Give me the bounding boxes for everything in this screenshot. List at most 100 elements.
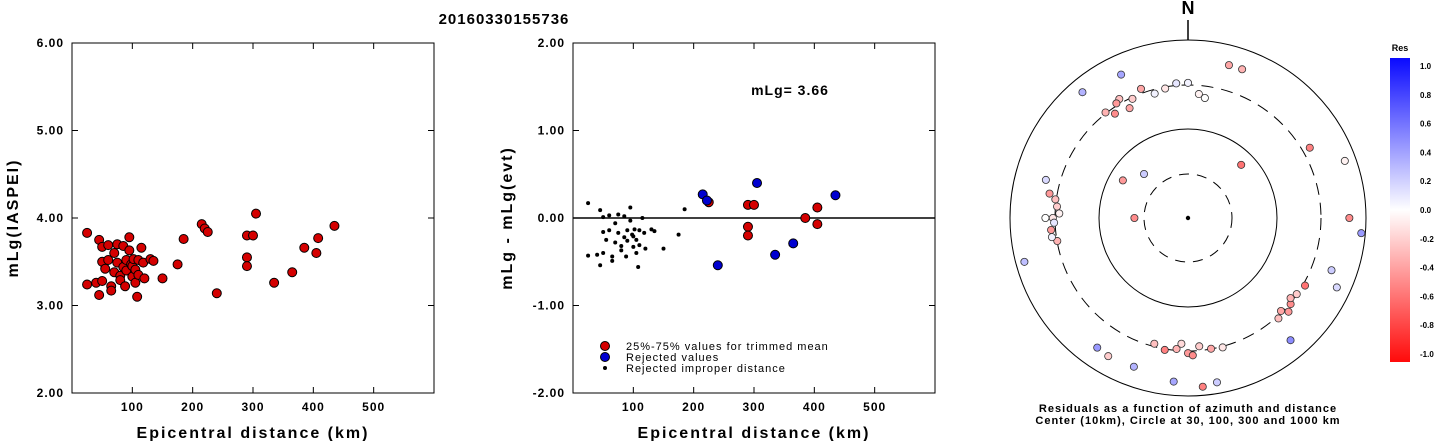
data-point (178, 234, 189, 244)
improper-distance-point (586, 201, 591, 206)
rejected-point (788, 238, 799, 249)
ring-100km (1098, 128, 1278, 308)
y-tick-label: 2.00 (538, 36, 565, 50)
x-tick-label: 100 (622, 400, 645, 414)
figure-title: 20160330155736 (439, 11, 570, 28)
improper-distance-point (625, 228, 630, 233)
rejected-point (701, 195, 712, 206)
improper-distance-point (610, 258, 615, 263)
caption-line-1: Residuals as a function of azimuth and d… (1039, 403, 1337, 415)
x-axis-label: Epicentral distance (km) (137, 425, 370, 441)
residual-vs-distance-plot: -2.00 -1.00 0.00 1.00 2.00 100 200 300 400 500 m… (499, 36, 936, 441)
data-point (211, 288, 222, 299)
data-point (251, 208, 262, 219)
station-residual-point (1237, 160, 1246, 169)
station-residual-point (1207, 344, 1216, 353)
data-point (287, 267, 298, 278)
station-residual-point (1345, 213, 1354, 222)
improper-distance-point (616, 230, 621, 235)
improper-distance-point (631, 244, 636, 249)
colorbar-tick-label: -0.2 (1420, 235, 1434, 244)
data-point (82, 227, 93, 238)
station-residual-point (1101, 108, 1110, 117)
improper-distance-point (622, 235, 627, 240)
legend-marker-improper (603, 366, 607, 370)
station-residual-point (1177, 339, 1186, 348)
y-tick-label: 3.00 (37, 299, 64, 313)
legend: 25%-75% values for trimmed mean Rejected… (600, 341, 829, 375)
data-point (742, 221, 753, 232)
station-residual-point (1020, 257, 1029, 266)
colorbar-tick-label: 1.0 (1420, 62, 1432, 71)
colorbar-title: Res (1392, 43, 1409, 53)
colorbar-gradient (1390, 58, 1410, 362)
station-residual-point (1104, 352, 1113, 361)
station-residual-point (1050, 218, 1059, 227)
station-residual-point (1112, 99, 1121, 108)
data-point (148, 255, 159, 266)
rejected-point (770, 249, 781, 260)
ring-1000km (1009, 39, 1367, 397)
magnitude-vs-distance-plot: 2.00 3.00 4.00 5.00 6.00 100 200 300 400 500 Epi… (5, 36, 435, 441)
legend-label-improper: Rejected improper distance (626, 363, 786, 375)
legend-marker-trimmed (600, 341, 610, 351)
rejected-point (712, 260, 723, 271)
improper-distance-point (616, 212, 621, 217)
improper-distance-point (640, 216, 645, 220)
mlg-annotation: mLg= 3.66 (751, 82, 829, 98)
station-residual-point (1327, 266, 1336, 275)
data-point (313, 233, 324, 244)
y-tick-labels: 2.00 3.00 4.00 5.00 6.00 (37, 36, 434, 400)
data-point (329, 220, 340, 231)
colorbar-tick-label: 0.4 (1420, 148, 1432, 157)
improper-distance-point (624, 254, 629, 259)
station-residual-point (1200, 93, 1209, 102)
colorbar-ticks: 1.0 0.8 0.6 0.4 0.2 0.0 -0.2 -0.4 -0.6 -0.8 -1.0 (1420, 62, 1434, 359)
y-axis-label: mLg(IASPEI) (5, 159, 22, 278)
improper-distance-point (598, 208, 603, 213)
data-point (132, 291, 143, 302)
improper-distance-point (676, 232, 681, 237)
caption-line-2: Center (10km), Circle at 30, 100, 300 an… (1035, 415, 1340, 427)
colorbar-tick-label: 0.2 (1420, 177, 1432, 186)
station-points (1020, 61, 1366, 391)
x-tick-labels: 100 200 300 400 500 (121, 43, 384, 414)
x-tick-label: 300 (742, 400, 765, 414)
improper-distance-point (637, 243, 642, 248)
improper-distance-point (613, 221, 618, 226)
x-axis-label: Epicentral distance (km) (638, 425, 871, 441)
station-residual-point (1188, 351, 1197, 360)
x-tick-label: 200 (181, 400, 204, 414)
x-tick-label: 400 (302, 400, 325, 414)
improper-distance-point (634, 251, 639, 255)
improper-distance-point (607, 228, 612, 233)
station-residual-point (1218, 343, 1227, 352)
data-point (269, 277, 280, 288)
data-point (202, 227, 213, 237)
station-residual-point (1194, 90, 1203, 99)
station-residual-point (1172, 344, 1181, 353)
colorbar-tick-label: -1.0 (1420, 350, 1434, 359)
colorbar-tick-label: 0.8 (1420, 91, 1432, 100)
improper-distance-point (586, 253, 591, 258)
colorbar-tick-label: -0.8 (1420, 321, 1434, 330)
improper-distance-point (636, 265, 641, 269)
x-tick-label: 200 (682, 400, 705, 414)
station-residual-point (1305, 143, 1314, 152)
data-point (109, 248, 120, 258)
colorbar-tick-label: 0.6 (1420, 120, 1432, 129)
station-residual-point (1276, 306, 1285, 315)
improper-distance-point (628, 218, 633, 223)
legend-label-trimmed: 25%-75% values for trimmed mean (626, 341, 829, 353)
plot-frame (71, 42, 435, 394)
station-residual-point (1340, 156, 1349, 165)
data-point (124, 232, 135, 243)
data-point (124, 245, 135, 256)
data-point (82, 279, 93, 290)
improper-distance-point (642, 230, 647, 235)
x-tick-labels: 100 200 300 400 500 (622, 43, 885, 414)
y-tick-labels: -2.00 -1.00 0.00 1.00 2.00 (533, 36, 935, 400)
improper-distance-point (610, 254, 615, 259)
data-point (100, 263, 111, 274)
data-points (586, 178, 841, 271)
